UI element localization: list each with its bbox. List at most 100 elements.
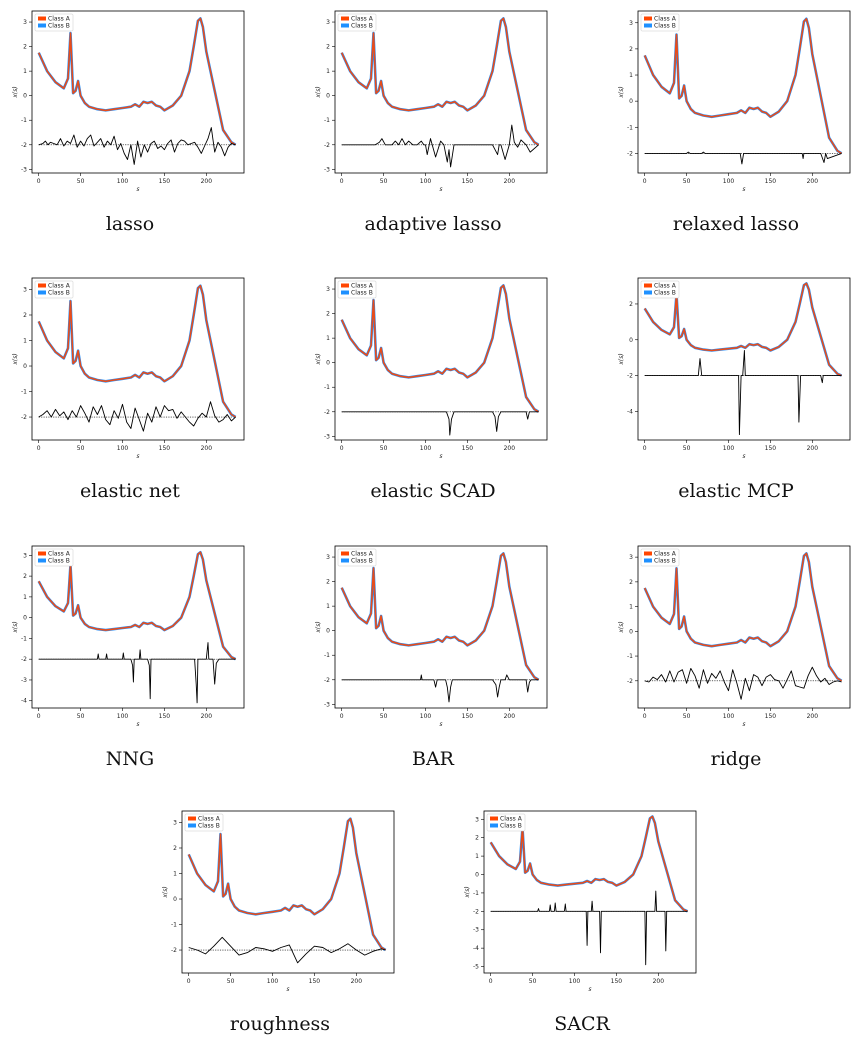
legend-swatch [644, 558, 652, 563]
x-tick-label: 50 [529, 978, 537, 985]
coefficient-curve [644, 666, 842, 700]
x-tick-label: 150 [462, 178, 474, 185]
legend-entry: Class A [351, 16, 374, 23]
x-tick-label: 100 [420, 445, 432, 452]
legend-swatch [644, 16, 652, 21]
y-tick-label: -2 [473, 908, 479, 915]
panel-caption: NNG [105, 748, 155, 770]
y-tick-label: -1 [324, 384, 330, 391]
x-axis-label: s [588, 986, 591, 993]
chart-svg: 0 50 100 150 200 -3 -2 -1 0 1 2 3 s x(s) Class AClass … [315, 277, 548, 460]
legend-swatch [490, 823, 498, 828]
x-tick-label: 50 [77, 445, 85, 452]
y-tick-label: -2 [171, 947, 177, 954]
y-tick-label: 2 [173, 845, 177, 852]
y-tick-label: 2 [23, 573, 27, 580]
legend-entry: Class A [654, 16, 677, 23]
legend-swatch [188, 816, 196, 821]
legend-entry: Class B [654, 558, 676, 565]
x-tick-label: 150 [462, 445, 474, 452]
legend-entry: Class A [351, 283, 374, 290]
y-axis-label: x(s) [618, 353, 625, 365]
x-tick-label: 150 [765, 713, 777, 720]
x-tick-label: 150 [309, 978, 321, 985]
x-tick-label: 200 [201, 445, 213, 452]
series-class-a [644, 282, 842, 377]
panel-caption: lasso [105, 213, 155, 235]
y-axis-label: x(s) [12, 621, 19, 633]
axes-frame [637, 10, 851, 174]
legend-entry: Class A [48, 16, 71, 23]
series-class-a [340, 552, 540, 681]
panel-caption: elastic SCAD [370, 480, 496, 502]
x-tick-label: 200 [201, 713, 213, 720]
coefficient-curve [188, 936, 386, 964]
series-class-a [643, 552, 843, 682]
series-class-b [340, 284, 540, 413]
legend-entry: Class A [48, 283, 71, 290]
series-class-b [187, 817, 387, 952]
y-tick-label: 0 [475, 872, 479, 879]
y-tick-label: 2 [629, 46, 633, 53]
y-tick-label: -1 [21, 117, 27, 124]
legend-swatch [341, 558, 349, 563]
axes-frame [637, 277, 851, 441]
x-tick-label: 0 [643, 178, 647, 185]
chart-svg: 0 50 100 150 200 -3 -2 -1 0 1 2 3 s x(s) Class AClass … [315, 10, 548, 193]
x-tick-label: 100 [117, 713, 129, 720]
y-tick-label: 2 [23, 44, 27, 51]
axes-frame [31, 277, 245, 441]
series-class-a [37, 551, 236, 660]
x-tick-label: 150 [765, 445, 777, 452]
series-class-b [643, 552, 843, 682]
series-class-a [187, 817, 387, 951]
y-tick-label: 3 [326, 286, 330, 293]
legend-swatch [341, 16, 349, 21]
y-tick-label: 2 [629, 301, 633, 308]
axes-frame [334, 10, 548, 174]
y-tick-label: 1 [23, 594, 27, 601]
chart-panel: 0 50 100 150 200 -2 -1 0 1 2 3 s x(s) Class A Class B [616, 540, 856, 730]
series-class-a [340, 284, 540, 413]
axes-frame [181, 810, 395, 974]
y-tick-label: -1 [171, 922, 177, 929]
axes-frame [31, 10, 245, 174]
x-tick-label: 0 [37, 713, 41, 720]
y-tick-label: -5 [473, 964, 479, 971]
chart-svg: 0 50 100 150 200 -3 -2 -1 0 1 2 3 s x(s) Class AClass … [315, 545, 548, 728]
y-tick-label: 2 [326, 44, 330, 51]
legend-entry: Class B [351, 558, 373, 565]
panel-caption: elastic net [80, 480, 180, 502]
series-class-a [340, 17, 540, 146]
series-class-b [340, 17, 540, 146]
x-axis-label: s [439, 186, 442, 193]
y-tick-label: 2 [629, 579, 633, 586]
y-tick-label: 0 [23, 93, 27, 100]
y-tick-label: 1 [23, 338, 27, 345]
x-tick-label: 50 [683, 713, 691, 720]
chart-panel: 0 50 100 150 200 -3 -2 -1 0 1 2 3 s x(s) Class A Class … [10, 5, 250, 195]
x-tick-label: 200 [351, 978, 363, 985]
y-tick-label: -1 [324, 117, 330, 124]
axes-frame [334, 277, 548, 441]
y-tick-label: 0 [629, 337, 633, 344]
series-class-b [340, 552, 540, 681]
coefficient-curve [490, 890, 688, 966]
y-tick-label: -1 [21, 635, 27, 642]
legend-entry: Class B [500, 823, 522, 830]
x-tick-label: 50 [683, 445, 691, 452]
series-class-a [37, 284, 237, 418]
y-tick-label: 2 [475, 835, 479, 842]
legend-entry: Class A [351, 551, 374, 558]
y-tick-label: 0 [629, 628, 633, 635]
legend-entry: Class A [48, 551, 71, 558]
x-tick-label: 150 [159, 713, 171, 720]
y-tick-label: 3 [23, 286, 27, 293]
y-tick-label: -1 [627, 653, 633, 660]
y-tick-label: -3 [324, 701, 330, 708]
x-tick-label: 100 [420, 713, 432, 720]
